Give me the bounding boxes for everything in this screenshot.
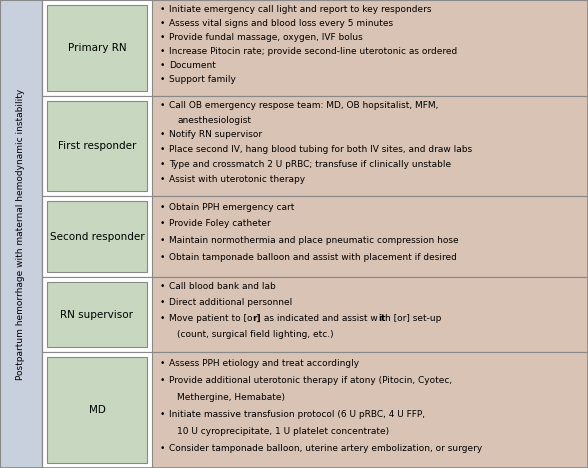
Text: •: •: [160, 75, 165, 84]
Bar: [42, 196, 588, 277]
Text: Maintain normothermia and place pneumatic compression hose: Maintain normothermia and place pneumati…: [169, 236, 459, 245]
Text: Methergine, Hemabate): Methergine, Hemabate): [177, 393, 285, 402]
Text: Initiate massive transfusion protocol (6 U pRBC, 4 U FFP,: Initiate massive transfusion protocol (6…: [169, 410, 425, 419]
Text: •: •: [160, 5, 165, 14]
Text: Direct additional personnel: Direct additional personnel: [169, 298, 292, 307]
Bar: [42, 352, 588, 468]
Text: •: •: [160, 283, 165, 292]
Text: Initiate emergency call light and report to key responders: Initiate emergency call light and report…: [169, 5, 432, 14]
Text: RN supervisor: RN supervisor: [61, 309, 133, 320]
Text: Provide additional uterotonic therapy if atony (Pitocin, Cyotec,: Provide additional uterotonic therapy if…: [169, 376, 452, 385]
Text: Obtain tamponade balloon and assist with placement if desired: Obtain tamponade balloon and assist with…: [169, 253, 457, 262]
Bar: [47, 5, 147, 91]
Text: h [or] set-up: h [or] set-up: [385, 314, 442, 323]
Text: Type and crossmatch 2 U pRBC; transfuse if clinically unstable: Type and crossmatch 2 U pRBC; transfuse …: [169, 160, 451, 169]
Text: 10 U cyroprecipitate, 1 U platelet concentrate): 10 U cyroprecipitate, 1 U platelet conce…: [177, 427, 389, 436]
Text: as indicated and assist w: as indicated and assist w: [261, 314, 378, 323]
Text: Support family: Support family: [169, 75, 236, 84]
Text: •: •: [160, 203, 165, 212]
Text: Notify RN supervisor: Notify RN supervisor: [169, 130, 262, 139]
Bar: [152, 352, 588, 468]
Text: •: •: [160, 130, 165, 139]
Text: Primary RN: Primary RN: [68, 43, 126, 53]
Bar: [42, 95, 588, 196]
Text: Place second IV, hang blood tubing for both IV sites, and draw labs: Place second IV, hang blood tubing for b…: [169, 145, 472, 154]
Text: •: •: [160, 19, 165, 28]
Text: Assist with uterotonic therapy: Assist with uterotonic therapy: [169, 175, 305, 184]
Bar: [47, 201, 147, 272]
Text: •: •: [160, 253, 165, 262]
Bar: [152, 277, 588, 352]
Text: Move patient to [o: Move patient to [o: [169, 314, 252, 323]
Text: Provide Foley catheter: Provide Foley catheter: [169, 219, 270, 228]
Text: Call blood bank and lab: Call blood bank and lab: [169, 283, 276, 292]
Text: Provide fundal massage, oxygen, IVF bolus: Provide fundal massage, oxygen, IVF bolu…: [169, 33, 363, 42]
Text: •: •: [160, 145, 165, 154]
Text: Postpartum hemorrhage with maternal hemodynamic instability: Postpartum hemorrhage with maternal hemo…: [16, 88, 25, 380]
Text: Document: Document: [169, 61, 216, 70]
Text: •: •: [160, 236, 165, 245]
Text: Obtain PPH emergency cart: Obtain PPH emergency cart: [169, 203, 295, 212]
Text: •: •: [160, 160, 165, 169]
Text: •: •: [160, 175, 165, 184]
Bar: [42, 277, 588, 352]
Text: Increase Pitocin rate; provide second-line uterotonic as ordered: Increase Pitocin rate; provide second-li…: [169, 47, 457, 56]
Text: •: •: [160, 444, 165, 453]
Bar: [0, 0, 42, 468]
Text: •: •: [160, 359, 165, 368]
Text: •: •: [160, 298, 165, 307]
Bar: [42, 0, 588, 95]
Text: Consider tamponade balloon, uterine artery embolization, or surgery: Consider tamponade balloon, uterine arte…: [169, 444, 482, 453]
Text: •: •: [160, 33, 165, 42]
Bar: [152, 196, 588, 277]
Text: •: •: [160, 47, 165, 56]
Bar: [152, 95, 588, 196]
Text: (count, surgical field lighting, etc.): (count, surgical field lighting, etc.): [177, 329, 333, 339]
Text: it: it: [378, 314, 385, 323]
Bar: [47, 357, 147, 463]
Text: •: •: [160, 376, 165, 385]
Bar: [47, 101, 147, 191]
Text: anesthesiologist: anesthesiologist: [177, 116, 251, 124]
Text: Assess PPH etiology and treat accordingly: Assess PPH etiology and treat accordingl…: [169, 359, 359, 368]
Text: •: •: [160, 314, 165, 323]
Text: First responder: First responder: [58, 141, 136, 151]
Text: Second responder: Second responder: [50, 232, 144, 241]
Text: •: •: [160, 410, 165, 419]
Text: •: •: [160, 219, 165, 228]
Bar: [152, 0, 588, 95]
Bar: [47, 282, 147, 347]
Text: •: •: [160, 101, 165, 110]
Text: Assess vital signs and blood loss every 5 minutes: Assess vital signs and blood loss every …: [169, 19, 393, 28]
Text: r]: r]: [252, 314, 261, 323]
Text: MD: MD: [89, 405, 105, 415]
Text: •: •: [160, 61, 165, 70]
Text: Call OB emergency respose team: MD, OB hopsitalist, MFM,: Call OB emergency respose team: MD, OB h…: [169, 101, 439, 110]
